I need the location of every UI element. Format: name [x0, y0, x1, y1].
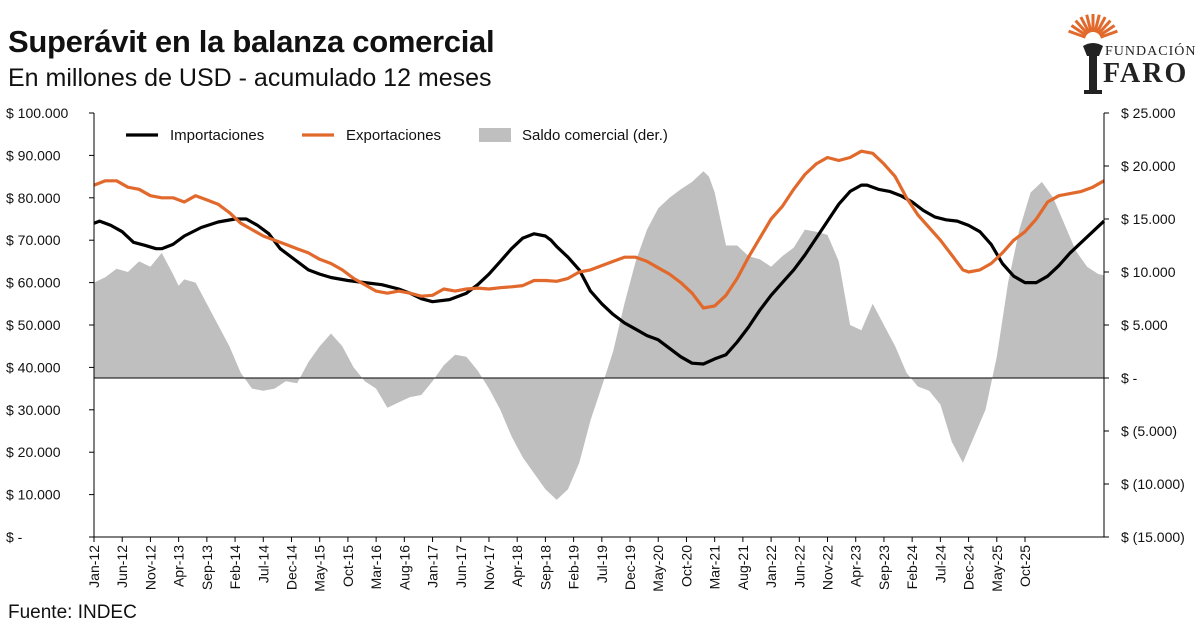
x-tick-label: May-15: [312, 545, 328, 592]
x-tick-label: Apr-23: [848, 545, 864, 587]
right-tick-label: $ 20.000: [1121, 158, 1176, 174]
legend-label-exportaciones: Exportaciones: [346, 127, 441, 144]
x-tick-label: May-25: [989, 545, 1005, 592]
legend: Importaciones Exportaciones Saldo comercia…: [126, 127, 668, 144]
x-tick-label: Nov-22: [820, 545, 836, 590]
torch-icon: [1068, 14, 1118, 94]
x-tick-label: Jun-12: [114, 545, 130, 588]
x-tick-label: Jul-24: [932, 545, 948, 583]
x-tick-label: Apr-18: [509, 545, 525, 587]
left-tick-label: $ -: [6, 529, 23, 545]
x-tick-label: Mar-21: [707, 545, 723, 590]
x-tick-label: Jul-14: [255, 545, 271, 583]
x-tick-label: Aug-21: [735, 545, 751, 590]
x-tick-label: Jan-22: [763, 545, 779, 588]
x-tick-label: Feb-14: [227, 545, 243, 590]
legend-label-importaciones: Importaciones: [170, 127, 264, 144]
right-tick-label: $ 10.000: [1121, 264, 1176, 280]
left-tick-label: $ 80.000: [6, 190, 61, 206]
x-tick-label: Apr-13: [171, 545, 187, 587]
right-tick-label: $ 25.000: [1121, 105, 1176, 121]
lines-layer: [93, 149, 1106, 366]
x-tick-label: Oct-25: [1017, 545, 1033, 587]
x-tick-label: Jan-17: [425, 545, 441, 588]
x-tick-label: Oct-20: [678, 545, 694, 587]
left-tick-label: $ 30.000: [6, 402, 61, 418]
x-tick-label: Sep-13: [199, 545, 215, 590]
x-tick-label: Feb-24: [904, 545, 920, 590]
series-exportaciones-line: [93, 149, 1105, 310]
x-tick-label: Jan-12: [86, 545, 102, 588]
x-tick-label: Sep-23: [876, 545, 892, 590]
fundacion-faro-logo: FUNDACIÓN FARO: [1065, 6, 1195, 98]
right-tick-label: $ (15.000): [1121, 529, 1185, 545]
left-tick-label: $ 60.000: [6, 275, 61, 291]
left-tick-label: $ 100.000: [6, 105, 68, 121]
series-importaciones-line: [93, 183, 1106, 366]
right-tick-label: $ -: [1121, 370, 1138, 386]
legend-swatch-saldo: [479, 128, 511, 142]
axes-layer: $ - $ 10.000 $ 20.000 $ 30.000 $ 40.000 $ 50.…: [6, 105, 1185, 592]
left-tick-label: $ 90.000: [6, 147, 61, 163]
x-tick-label: Dec-24: [961, 545, 977, 590]
right-tick-label: $ (10.000): [1121, 476, 1185, 492]
x-tick-label: Dec-14: [283, 545, 299, 590]
right-tick-label: $ 5.000: [1121, 317, 1168, 333]
left-tick-label: $ 70.000: [6, 232, 61, 248]
left-tick-label: $ 20.000: [6, 444, 61, 460]
left-tick-label: $ 10.000: [6, 487, 61, 503]
x-tick-label: Sep-18: [537, 545, 553, 590]
logo-line2: FARO: [1103, 58, 1189, 89]
right-tick-label: $ (5.000): [1121, 423, 1177, 439]
x-tick-label: Nov-17: [481, 545, 497, 590]
chart-subtitle: En millones de USD - acumulado 12 meses: [8, 64, 492, 92]
left-tick-label: $ 50.000: [6, 317, 61, 333]
trade-balance-chart: $ - $ 10.000 $ 20.000 $ 30.000 $ 40.000 $ 50.…: [6, 105, 1185, 592]
x-tick-label: Jun-17: [453, 545, 469, 588]
x-tick-label: Aug-16: [396, 545, 412, 590]
x-tick-label: Mar-16: [368, 545, 384, 590]
x-tick-label: Nov-12: [142, 545, 158, 590]
chart-title: Superávit en la balanza comercial: [8, 24, 495, 59]
right-tick-label: $ 15.000: [1121, 211, 1176, 227]
x-tick-label: Dec-19: [622, 545, 638, 590]
left-tick-label: $ 40.000: [6, 359, 61, 375]
source-note: Fuente: INDEC: [8, 602, 137, 623]
legend-label-saldo: Saldo comercial (der.): [522, 127, 668, 144]
x-tick-label: Jun-22: [791, 545, 807, 588]
x-tick-label: Jul-19: [594, 545, 610, 583]
logo-line1: FUNDACIÓN: [1105, 44, 1197, 59]
x-tick-label: Oct-15: [340, 545, 356, 587]
x-tick-label: Feb-19: [566, 545, 582, 590]
x-tick-label: May-20: [650, 545, 666, 592]
